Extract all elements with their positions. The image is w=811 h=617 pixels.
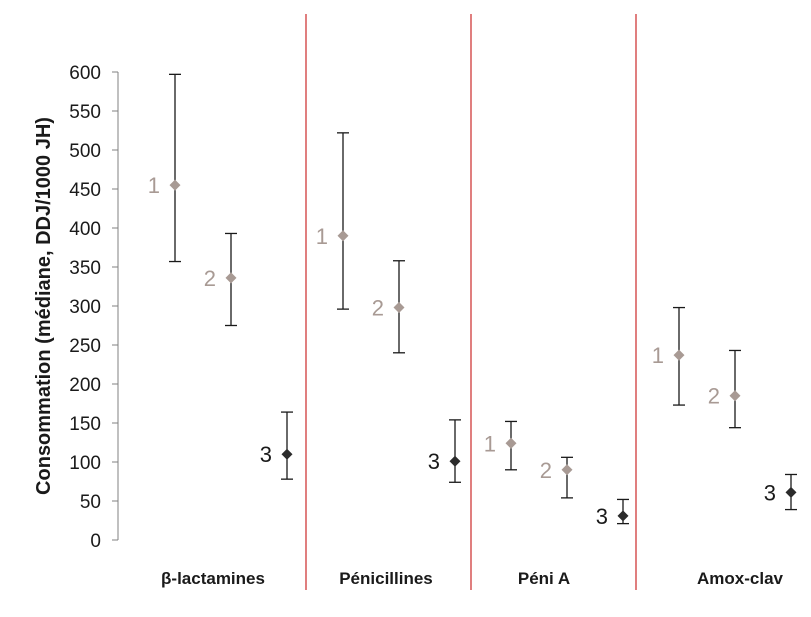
point-marker	[673, 349, 685, 361]
point-label: 1	[148, 173, 160, 198]
group-label: Pénicillines	[339, 569, 433, 588]
y-tick-label: 350	[69, 258, 101, 279]
point-label: 1	[652, 343, 664, 368]
point-label: 3	[764, 480, 776, 505]
point-marker	[617, 510, 629, 522]
data-point: 3	[596, 498, 629, 529]
data-point: 3	[428, 419, 461, 483]
y-axis-label: Consommation (médiane, DDJ/1000 JH)	[33, 117, 55, 495]
point-marker	[225, 272, 237, 284]
y-tick-label: 200	[69, 375, 101, 396]
group-label: β-lactamines	[161, 569, 265, 588]
data-point: 2	[372, 260, 405, 354]
point-label: 1	[484, 431, 496, 456]
y-tick-label: 550	[69, 102, 101, 123]
y-tick-label: 250	[69, 336, 101, 357]
data-point: 2	[708, 349, 741, 429]
point-marker	[561, 464, 573, 476]
point-label: 3	[260, 442, 272, 467]
point-marker	[505, 437, 517, 449]
data-point: 3	[260, 411, 293, 480]
group-label: Péni A	[518, 569, 570, 588]
point-marker	[169, 179, 181, 191]
group-label: Amox-clav	[697, 569, 784, 588]
point-label: 3	[596, 504, 608, 529]
y-tick-label: 100	[69, 453, 101, 474]
y-tick-label: 450	[69, 180, 101, 201]
group-separators	[305, 14, 637, 590]
point-marker	[337, 230, 349, 242]
point-label: 2	[204, 266, 216, 291]
data-points: 1 2 3 1 2 3 1 2 3 1 2 3	[148, 73, 797, 529]
point-label: 2	[540, 458, 552, 483]
y-tick-label: 50	[80, 492, 101, 513]
group-labels: β-lactamines Pénicillines Péni A Amox-clav	[161, 569, 783, 588]
point-marker	[281, 448, 293, 460]
point-label: 1	[316, 224, 328, 249]
data-point: 1	[652, 306, 685, 406]
data-point: 3	[764, 473, 797, 511]
data-point: 2	[540, 456, 573, 499]
y-tick-label: 400	[69, 219, 101, 240]
point-marker	[729, 390, 741, 402]
point-label: 2	[708, 384, 720, 409]
data-point: 1	[484, 420, 517, 471]
y-tick-label: 300	[69, 297, 101, 318]
point-label: 2	[372, 296, 384, 321]
point-marker	[449, 455, 461, 467]
y-ticks: 0 50 100 150 200 250 300 350 400 450 500 550 600	[69, 63, 118, 552]
y-tick-label: 150	[69, 414, 101, 435]
data-point: 1	[316, 132, 349, 310]
point-marker	[785, 486, 797, 498]
data-point: 2	[204, 232, 237, 327]
point-marker	[393, 302, 405, 314]
y-tick-label: 0	[90, 531, 101, 552]
y-tick-label: 600	[69, 63, 101, 84]
point-label: 3	[428, 449, 440, 474]
y-tick-label: 500	[69, 141, 101, 162]
data-point: 1	[148, 73, 181, 263]
